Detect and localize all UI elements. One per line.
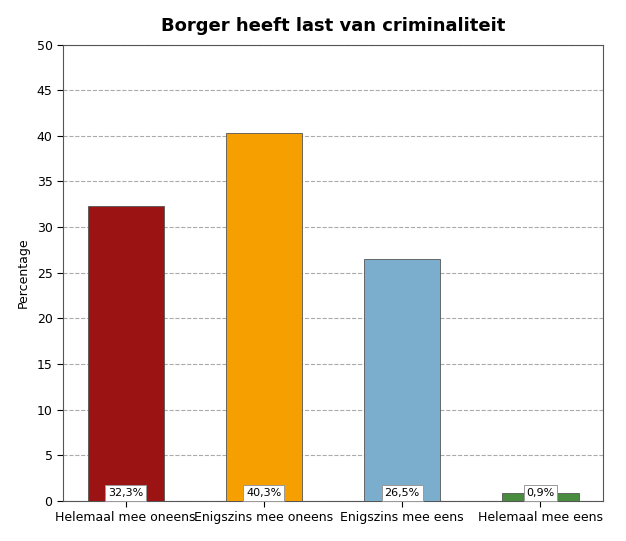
Bar (503, 493, 578, 501)
Text: 40,3%: 40,3% (246, 488, 282, 498)
Bar (88, 206, 163, 501)
Title: Borger heeft last van criminaliteit: Borger heeft last van criminaliteit (161, 17, 505, 35)
Y-axis label: Percentage: Percentage (17, 237, 29, 308)
Text: 26,5%: 26,5% (384, 488, 420, 498)
Bar (364, 259, 440, 501)
Text: 32,3%: 32,3% (108, 488, 143, 498)
Text: 0,9%: 0,9% (526, 488, 555, 498)
Bar (226, 133, 302, 501)
